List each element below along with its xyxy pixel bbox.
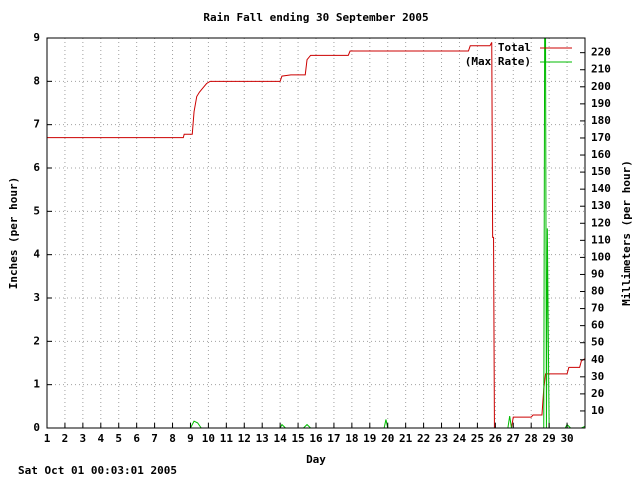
x-tick-label: 20	[381, 432, 394, 445]
x-tick-label: 27	[507, 432, 520, 445]
plot-border	[46, 37, 586, 429]
x-tick-label: 13	[256, 432, 269, 445]
grid	[46, 37, 585, 429]
x-tick-label: 5	[115, 432, 122, 445]
x-tick-label: 2	[62, 432, 69, 445]
x-tick-label: 19	[363, 432, 376, 445]
y-tick-label: 2	[33, 334, 40, 347]
chart-title: Rain Fall ending 30 September 2005	[203, 11, 428, 24]
data-line	[47, 38, 585, 428]
x-tick-label: 24	[453, 432, 467, 445]
y2-tick-label: 90	[591, 267, 604, 280]
y-tick-label: 6	[33, 161, 40, 174]
y2-tick-label: 20	[591, 387, 604, 400]
x-tick-label: 25	[471, 432, 484, 445]
y2-tick-label: 180	[591, 114, 611, 127]
x-axis-label: Day	[306, 453, 326, 466]
y2-tick-label: 150	[591, 165, 611, 178]
x-tick-label: 8	[169, 432, 176, 445]
y2-tick-label: 60	[591, 319, 604, 332]
y-tick-label: 1	[33, 378, 40, 391]
x-tick-label: 18	[345, 432, 358, 445]
y2-tick-label: 50	[591, 336, 604, 349]
x-tick-label: 21	[399, 432, 413, 445]
y2-tick-label: 30	[591, 370, 604, 383]
y-tick-label: 8	[33, 74, 40, 87]
x-tick-label: 29	[543, 432, 556, 445]
y2-tick-label: 130	[591, 199, 611, 212]
y2-tick-label: 100	[591, 250, 611, 263]
y-axis-label: Inches (per hour)	[7, 177, 20, 290]
x-tick-label: 12	[238, 432, 251, 445]
y2-tick-label: 170	[591, 131, 611, 144]
x-tick-label: 4	[97, 432, 104, 445]
x-tick-label: 14	[274, 432, 288, 445]
x-tick-label: 22	[417, 432, 430, 445]
y2-tick-label: 220	[591, 46, 611, 59]
x-tick-label: 26	[489, 432, 503, 445]
x-tick-label: 28	[525, 432, 538, 445]
y2-tick-label: 210	[591, 63, 611, 76]
y2-tick-label: 80	[591, 285, 604, 298]
y2-tick-label: 70	[591, 302, 604, 315]
y-tick-label: 0	[33, 421, 40, 434]
legend-label: (Max Rate)	[465, 55, 531, 68]
x-tick-label: 11	[220, 432, 234, 445]
x-tick-label: 3	[80, 432, 87, 445]
y2-tick-label: 140	[591, 182, 611, 195]
y-tick-label: 5	[33, 204, 40, 217]
x-tick-label: 1	[44, 432, 51, 445]
x-tick-label: 30	[560, 432, 573, 445]
y2-tick-label: 160	[591, 148, 611, 161]
axes: 1 2 3 4 5 6 7 8 9 10 11 12 13 14 15 16 17 18 19 20 21 22 23 24 2…	[33, 31, 611, 445]
x-tick-label: 23	[435, 432, 448, 445]
x-tick-label: 16	[309, 432, 323, 445]
y2-tick-label: 120	[591, 216, 611, 229]
y2-tick-label: 110	[591, 233, 611, 246]
x-tick-label: 17	[327, 432, 340, 445]
y2-tick-label: 10	[591, 404, 604, 417]
x-tick-label: 6	[133, 432, 140, 445]
x-tick-label: 15	[291, 432, 304, 445]
y2-axis-label: Millimeters (per hour)	[620, 160, 633, 306]
x-tick-label: 10	[202, 432, 215, 445]
y-tick-label: 9	[33, 31, 40, 44]
legend-label: Total	[498, 41, 531, 54]
y2-tick-label: 40	[591, 353, 604, 366]
y-tick-label: 4	[33, 248, 40, 261]
footer-timestamp: Sat Oct 01 00:03:01 2005	[18, 464, 177, 477]
y-tick-label: 7	[33, 118, 40, 131]
plot-area	[47, 38, 585, 428]
y2-tick-label: 190	[591, 97, 611, 110]
y-tick-label: 3	[33, 291, 40, 304]
x-tick-label: 7	[151, 432, 158, 445]
y2-tick-label: 200	[591, 80, 611, 93]
x-tick-label: 9	[187, 432, 194, 445]
